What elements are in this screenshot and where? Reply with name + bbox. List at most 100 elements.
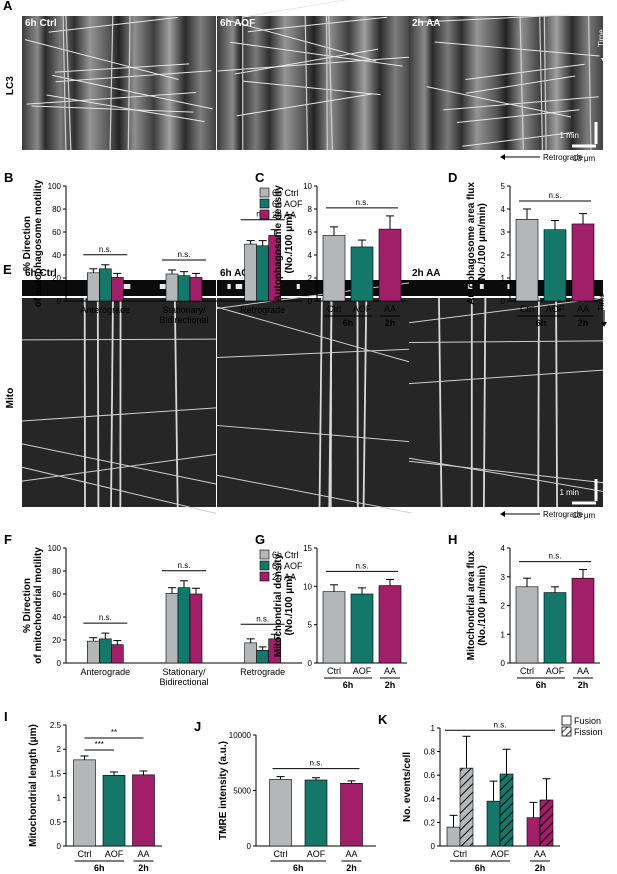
kymograph-track <box>31 105 194 113</box>
kymograph-track <box>462 131 574 147</box>
significance-label: n.s. <box>178 250 191 259</box>
significance-label: ** <box>111 728 117 737</box>
legend-swatch <box>259 549 270 560</box>
panel-letter-H: H <box>448 532 457 547</box>
y-tick-label: 2.5 <box>50 721 62 730</box>
x-tick-label: Ctrl <box>274 849 288 859</box>
kymograph-tile-label: 6h Ctrl <box>25 18 57 29</box>
kymograph-track <box>426 86 572 118</box>
kymograph-track <box>408 457 604 492</box>
group-label: 2h <box>578 318 589 328</box>
legend-label: 2h AA <box>272 572 296 582</box>
y-axis-title: % Direction <box>22 578 33 633</box>
y-tick-label: 20 <box>52 636 61 645</box>
kymograph-track <box>418 14 570 23</box>
kymograph-track <box>325 15 328 151</box>
group-label: 6h <box>536 318 547 328</box>
kymograph-track <box>230 41 403 67</box>
kymograph-side-label: Mito <box>5 388 16 409</box>
y-tick-label: 80 <box>52 567 61 576</box>
x-tick-label: Anterograde <box>81 305 131 315</box>
legend-label: 6h AOF <box>272 561 303 571</box>
bar <box>515 586 539 664</box>
scale-bar-time-label: 1 min <box>559 488 579 497</box>
kymograph-strip-mark <box>122 284 131 289</box>
legend-label: 6h AOF <box>272 199 303 209</box>
y-tick-label: 10 <box>303 182 312 191</box>
y-tick-label: 0.8 <box>424 748 436 757</box>
x-tick-label: AA <box>345 849 357 859</box>
kymograph-track <box>438 297 443 508</box>
y-tick-label: 80 <box>52 205 61 214</box>
y-axis-title: (No./100 μm) <box>284 575 295 635</box>
y-tick-label: 0 <box>308 297 313 306</box>
x-tick-label: AOF <box>546 666 565 676</box>
scale-bar-distance-label: 10 μm <box>573 154 596 163</box>
kymograph-tile: 6h Ctrl <box>22 15 216 151</box>
y-axis-title: Mitochondrial density <box>273 553 284 657</box>
bar <box>378 228 402 302</box>
x-tick-label: AA <box>577 666 589 676</box>
kymograph-image <box>409 298 603 507</box>
bar <box>486 800 501 847</box>
legend-swatch <box>259 198 270 209</box>
bar <box>189 593 203 664</box>
bar <box>543 592 567 664</box>
kymograph-track <box>127 15 131 151</box>
kymograph-track <box>408 297 604 324</box>
x-tick-label: AOF <box>491 849 510 859</box>
kymograph-track <box>328 297 333 508</box>
legend-swatch <box>561 726 572 737</box>
group-label: 2h <box>385 318 396 328</box>
y-tick-label: 60 <box>52 228 61 237</box>
bar <box>526 817 541 847</box>
kymograph-track <box>21 453 217 482</box>
kymograph-track <box>173 297 179 508</box>
kymograph-track <box>110 297 114 508</box>
bar <box>177 587 191 664</box>
kymograph-track <box>434 41 600 57</box>
bar <box>539 799 554 847</box>
y-tick-label: 0 <box>247 842 252 851</box>
y-axis-title: of mitochondrial motility <box>33 547 44 664</box>
y-tick-label: 2 <box>501 602 506 611</box>
bar <box>111 644 124 664</box>
group-label: 2h <box>346 863 357 873</box>
kymograph-tile-label: 6h AOF <box>220 18 255 29</box>
time-label: Time <box>597 293 606 311</box>
kymograph-track <box>304 15 309 151</box>
y-tick-label: 0.5 <box>50 818 62 827</box>
kymograph-track <box>21 466 217 514</box>
y-tick-label: 2 <box>57 745 62 754</box>
bar <box>378 585 402 664</box>
group-label: 6h <box>343 680 354 690</box>
group-label: 6h <box>293 863 304 873</box>
bar <box>256 650 269 664</box>
kymograph-track <box>46 94 205 123</box>
y-tick-label: 10 <box>303 582 312 591</box>
significance-label: n.s. <box>310 759 323 768</box>
kymograph-image <box>217 16 411 150</box>
y-tick-label: 4 <box>501 544 506 553</box>
kymograph-track <box>96 297 100 508</box>
kymograph-track <box>21 407 217 422</box>
bar <box>73 759 96 847</box>
x-tick-label: Anterograde <box>81 667 131 677</box>
kymograph-track <box>318 297 323 508</box>
chart-H: H 0 1 2 3 4 Mitochondrial area flux (No./100 μm… <box>448 532 600 690</box>
kymograph-track <box>408 340 604 343</box>
group-label: 6h <box>343 318 354 328</box>
chart-I: I 0 0.5 1 1.5 2 2.5 Mitochondrial length (μm) Ct… <box>4 709 162 873</box>
y-axis-title: Autophagosome density <box>273 185 284 302</box>
legend-label: 6h Ctrl <box>272 550 299 560</box>
y-tick-label: 0.2 <box>424 818 436 827</box>
x-tick-label: AA <box>384 304 396 314</box>
bar <box>111 277 124 302</box>
y-tick-label: 1.5 <box>50 769 62 778</box>
y-tick-label: 0 <box>57 659 62 668</box>
bar <box>132 774 155 847</box>
kymograph-track <box>482 297 487 508</box>
group-label: 2h <box>535 863 546 873</box>
bar <box>446 826 461 847</box>
group-label: 2h <box>138 863 149 873</box>
